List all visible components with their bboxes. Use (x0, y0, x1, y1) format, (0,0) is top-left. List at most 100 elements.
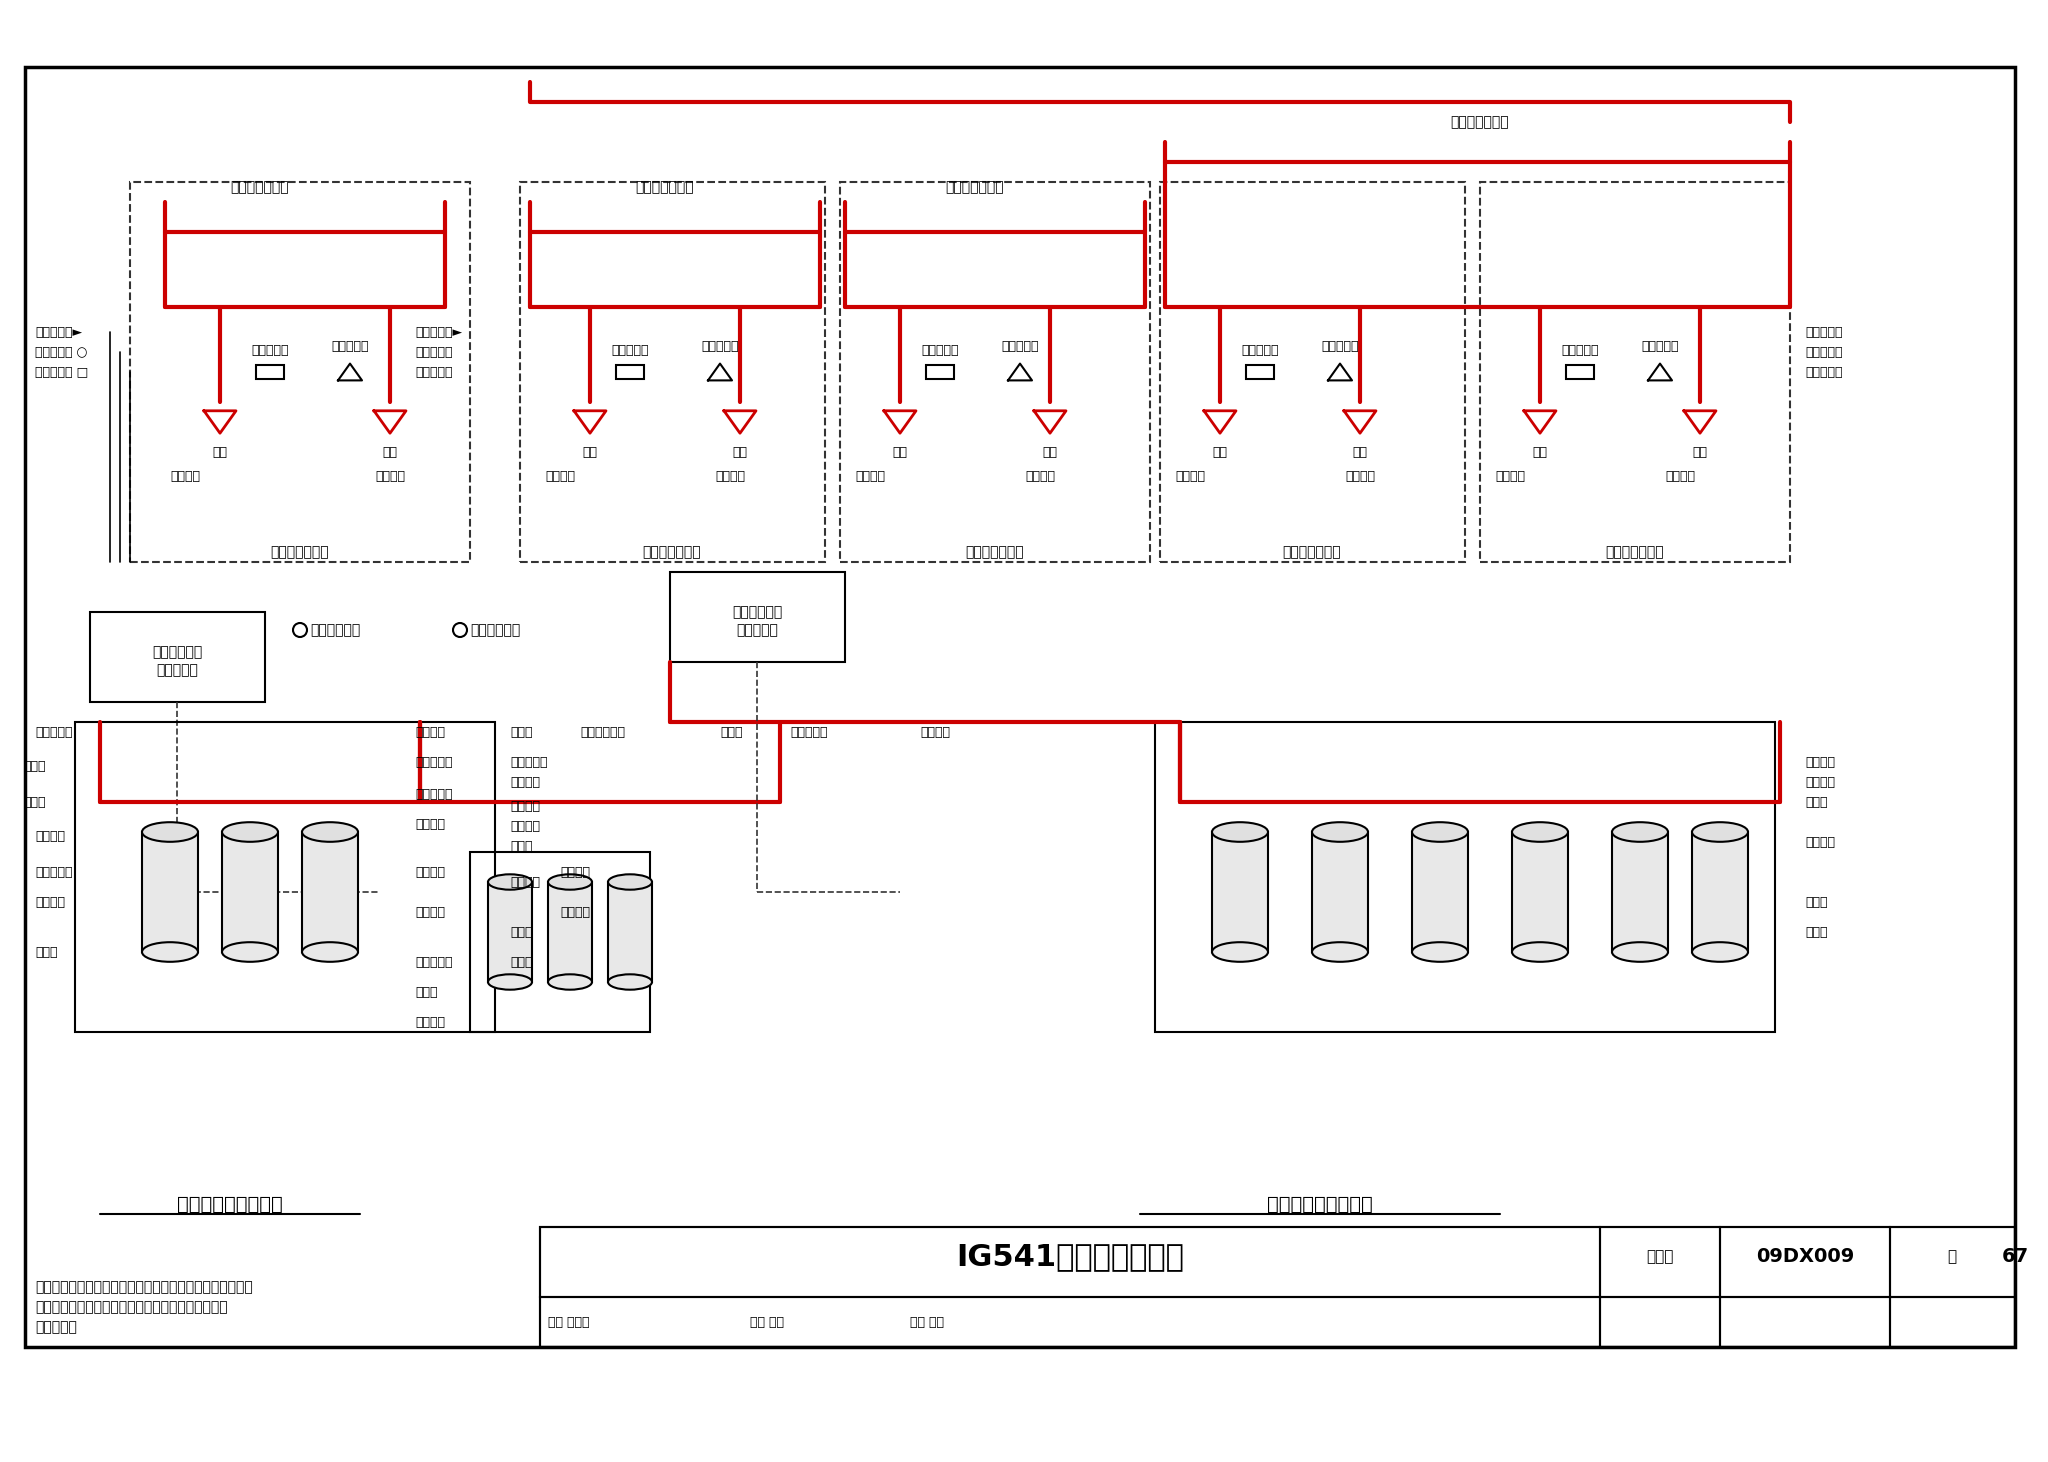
Text: 联动设备: 联动设备 (170, 471, 201, 484)
Text: 喷头: 喷头 (1352, 446, 1368, 459)
Text: 启动瓶: 启动瓶 (35, 946, 57, 959)
Text: 声光报警器►: 声光报警器► (416, 326, 463, 339)
Text: 信息机房防护区: 信息机房防护区 (967, 545, 1024, 558)
Bar (301, 832, 358, 952)
Text: 67: 67 (2001, 1247, 2030, 1266)
Text: 电磁启动器: 电磁启动器 (416, 956, 453, 968)
Text: 减压装置: 减压装置 (510, 801, 541, 813)
Ellipse shape (1612, 822, 1667, 842)
Text: 感温探测器: 感温探测器 (922, 344, 958, 357)
Text: 喷头: 喷头 (1212, 446, 1227, 459)
Ellipse shape (608, 874, 651, 890)
Ellipse shape (1313, 822, 1368, 842)
Text: 喷头: 喷头 (1532, 446, 1548, 459)
Ellipse shape (301, 942, 358, 962)
Text: 联动设备: 联动设备 (1176, 471, 1204, 484)
Bar (141, 832, 199, 952)
Ellipse shape (1612, 942, 1667, 962)
Text: 联动设备: 联动设备 (715, 471, 745, 484)
Bar (1599, 1227, 1720, 1297)
Text: 喷头: 喷头 (383, 446, 397, 459)
Text: 校对 孙兰: 校对 孙兰 (750, 1316, 784, 1329)
Text: 组合分配系统原理图: 组合分配系统原理图 (1268, 1194, 1372, 1213)
Bar (1511, 832, 1569, 952)
Text: 灭火剂输送管道: 灭火剂输送管道 (1450, 115, 1509, 129)
Bar (129, 181, 469, 561)
Text: 灭火控制器: 灭火控制器 (156, 662, 199, 677)
Text: 灭火控制器: 灭火控制器 (735, 623, 778, 637)
Bar (1313, 832, 1368, 952)
Bar (1720, 1227, 1890, 1297)
Text: 09DX009: 09DX009 (1755, 1247, 1853, 1266)
Text: 储气瓶: 储气瓶 (1804, 896, 1827, 908)
Text: 液体单向阀: 液体单向阀 (510, 756, 547, 769)
Bar (256, 366, 285, 379)
Text: 启动管路: 启动管路 (35, 896, 66, 908)
Ellipse shape (487, 874, 532, 890)
Text: 储气架: 储气架 (1804, 925, 1827, 939)
Text: 感温探测器: 感温探测器 (610, 344, 649, 357)
Text: 联动设备: 联动设备 (545, 471, 575, 484)
Bar (487, 882, 532, 982)
Bar (90, 613, 264, 702)
Text: 区选择阀: 区选择阀 (559, 866, 590, 879)
Text: 气启动器: 气启动器 (510, 876, 541, 889)
Text: 审核 钟景华: 审核 钟景华 (549, 1316, 590, 1329)
Text: 感温探测器: 感温探测器 (252, 344, 289, 357)
Bar (541, 1227, 1599, 1297)
Bar (1890, 1227, 2015, 1297)
Text: 喷头: 喷头 (1692, 446, 1708, 459)
Text: 容器阀: 容器阀 (1804, 795, 1827, 808)
Circle shape (293, 623, 307, 637)
Text: 喷头: 喷头 (893, 446, 907, 459)
Circle shape (453, 623, 467, 637)
Bar (1692, 832, 1749, 952)
Ellipse shape (1692, 822, 1749, 842)
Ellipse shape (221, 942, 279, 962)
Bar (1155, 722, 1776, 1032)
Text: 灭火剂输送管道: 灭火剂输送管道 (635, 180, 694, 194)
Text: 低压泄漏阀: 低压泄漏阀 (416, 788, 453, 801)
Text: 喷放指示灯 ○: 喷放指示灯 ○ (35, 345, 88, 358)
Text: 灭火剂输送管道: 灭火剂输送管道 (946, 180, 1004, 194)
Text: 称重装置: 称重装置 (1804, 756, 1835, 769)
Text: 自锁压力开关: 自锁压力开关 (469, 623, 520, 637)
Text: 页: 页 (1948, 1250, 1956, 1265)
Bar (840, 181, 1151, 561)
Bar (76, 722, 496, 1032)
Bar (549, 882, 592, 982)
Ellipse shape (1411, 942, 1468, 962)
Ellipse shape (301, 822, 358, 842)
Text: 感烟探测器: 感烟探测器 (1561, 344, 1599, 357)
Text: 单元独立系统原理图: 单元独立系统原理图 (176, 1194, 283, 1213)
Text: 注：本图为灭火系统原理图，具体技术参数可参见国家建筑: 注：本图为灭火系统原理图，具体技术参数可参见国家建筑 (35, 1281, 252, 1294)
Text: 区选择阀: 区选择阀 (416, 866, 444, 879)
Text: 联动设备: 联动设备 (1024, 471, 1055, 484)
Text: 储气瓶: 储气瓶 (510, 925, 532, 939)
Bar (1720, 1297, 1890, 1347)
Text: 手动控制盒: 手动控制盒 (1804, 366, 1843, 379)
Text: 感温探测器: 感温探测器 (1640, 341, 1679, 354)
Text: 联动设备: 联动设备 (1346, 471, 1374, 484)
Text: IG541灭火系统原理图: IG541灭火系统原理图 (956, 1243, 1184, 1272)
Ellipse shape (141, 942, 199, 962)
Bar (1612, 832, 1667, 952)
Text: 灭火剂输送管道: 灭火剂输送管道 (231, 180, 289, 194)
Text: 喷头: 喷头 (733, 446, 748, 459)
Bar (1212, 832, 1268, 952)
Text: 焊接堵头: 焊接堵头 (920, 725, 950, 738)
Ellipse shape (1692, 942, 1749, 962)
Ellipse shape (549, 974, 592, 990)
Text: 联动设备: 联动设备 (375, 471, 406, 484)
Text: 连接法兰: 连接法兰 (416, 725, 444, 738)
Text: 启动瓶架: 启动瓶架 (416, 1016, 444, 1028)
Text: 安全阀: 安全阀 (25, 760, 47, 773)
Text: 启动瓶: 启动瓶 (416, 985, 438, 999)
Ellipse shape (1212, 822, 1268, 842)
Ellipse shape (1511, 822, 1569, 842)
Text: 信息机房防护区: 信息机房防护区 (1282, 545, 1341, 558)
Bar (1159, 181, 1464, 561)
Text: 联动设备: 联动设备 (1665, 471, 1696, 484)
Bar (520, 181, 825, 561)
Bar (469, 852, 649, 1032)
